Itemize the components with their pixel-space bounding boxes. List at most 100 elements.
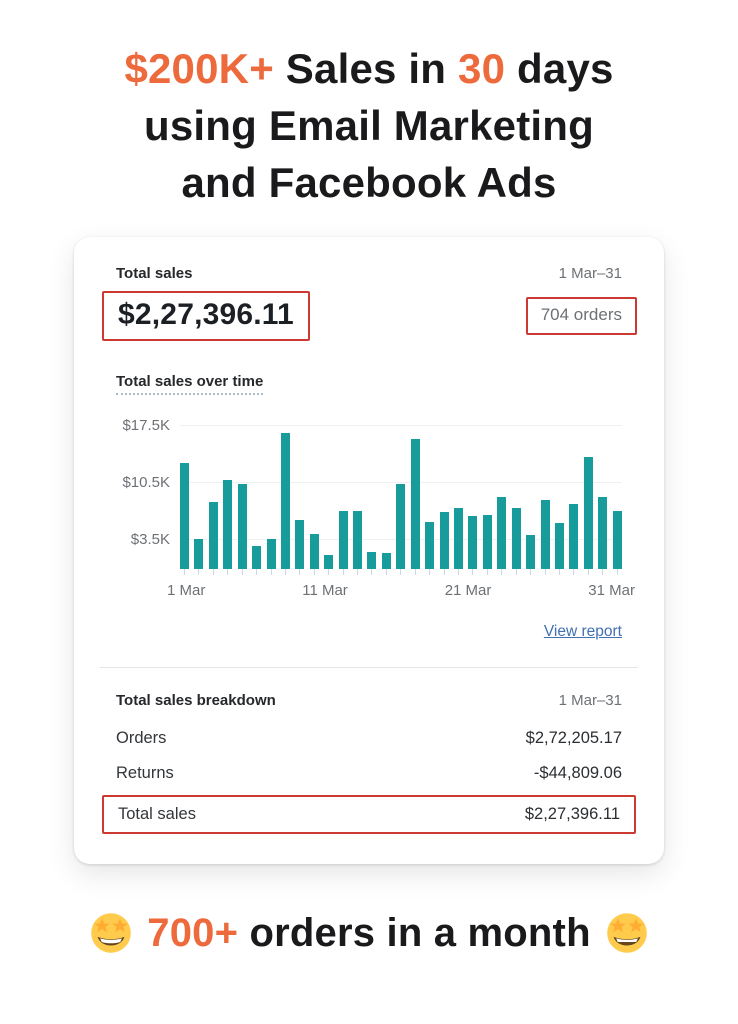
footer-orders-count: 700+ bbox=[147, 910, 239, 955]
sales-bar bbox=[540, 500, 550, 569]
sales-bar bbox=[497, 496, 507, 569]
star-struck-emoji bbox=[606, 913, 647, 953]
headline-line-2: using Email Marketing bbox=[144, 102, 594, 149]
metric-value-highlight-box: $2,27,396.11 bbox=[102, 291, 310, 341]
sales-bar bbox=[526, 535, 536, 569]
axis-tick bbox=[512, 569, 521, 575]
sales-bar bbox=[482, 514, 492, 569]
axis-tick bbox=[526, 569, 535, 575]
axis-tick bbox=[396, 569, 405, 575]
axis-tick bbox=[541, 569, 550, 575]
axis-tick bbox=[353, 569, 362, 575]
axis-tick bbox=[425, 569, 434, 575]
chart-y-axis: $17.5K $10.5K $3.5K bbox=[116, 416, 180, 569]
axis-tick bbox=[483, 569, 492, 575]
sales-bar bbox=[381, 552, 391, 569]
orders-highlight-box: 704 orders bbox=[525, 297, 637, 335]
axis-tick bbox=[382, 569, 391, 575]
axis-tick bbox=[281, 569, 290, 575]
breakdown-table: Orders $2,72,205.17 Returns -$44,809.06 Tota… bbox=[102, 721, 636, 834]
sales-bar bbox=[583, 456, 593, 569]
x-axis-tick-label: 21 Mar bbox=[444, 582, 492, 599]
breakdown-row: Orders $2,72,205.17 bbox=[102, 721, 636, 756]
sales-bar bbox=[252, 546, 262, 569]
axis-tick bbox=[339, 569, 348, 575]
x-axis-tick-label: 31 Mar bbox=[588, 582, 635, 599]
sales-bar bbox=[439, 511, 449, 569]
row-label: Total sales bbox=[118, 805, 196, 823]
total-sales-value: $2,27,396.11 bbox=[118, 298, 294, 331]
breakdown-row: Returns -$44,809.06 bbox=[102, 756, 636, 791]
sales-bar bbox=[208, 501, 218, 569]
axis-tick bbox=[468, 569, 477, 575]
axis-tick bbox=[252, 569, 261, 575]
metric-row: $2,27,396.11 704 orders bbox=[102, 291, 637, 341]
axis-tick bbox=[324, 569, 333, 575]
axis-tick bbox=[223, 569, 232, 575]
axis-tick bbox=[267, 569, 276, 575]
view-report-row: View report bbox=[116, 623, 622, 641]
orders-count: 704 orders bbox=[540, 305, 622, 324]
sales-bar bbox=[569, 504, 579, 569]
axis-tick bbox=[613, 569, 622, 575]
gridline bbox=[180, 481, 622, 483]
axis-tick bbox=[209, 569, 218, 575]
bars-container bbox=[180, 419, 622, 569]
sales-bar bbox=[554, 523, 564, 569]
x-axis-tick-label: 1 Mar bbox=[167, 582, 206, 599]
bar-plot bbox=[180, 419, 622, 569]
sales-bar bbox=[454, 507, 464, 569]
row-label: Orders bbox=[116, 729, 167, 747]
sales-bar bbox=[598, 496, 608, 569]
axis-tick bbox=[295, 569, 304, 575]
axis-tick bbox=[411, 569, 420, 575]
axis-tick bbox=[555, 569, 564, 575]
sales-bar bbox=[353, 510, 363, 569]
headline-accent-sales: $200K+ bbox=[124, 45, 274, 92]
row-value: $2,72,205.17 bbox=[525, 729, 622, 747]
breakdown-header-row: Total sales breakdown 1 Mar–31 bbox=[116, 692, 622, 709]
sales-bar bbox=[280, 432, 290, 569]
y-axis-tick-label: $17.5K bbox=[122, 416, 170, 434]
axis-tick bbox=[194, 569, 203, 575]
axis-tick bbox=[367, 569, 376, 575]
sales-bar bbox=[237, 483, 247, 569]
y-axis-tick-label: $10.5K bbox=[122, 473, 170, 491]
y-axis-tick-label: $3.5K bbox=[130, 531, 170, 549]
sales-report-card: Total sales 1 Mar–31 $2,27,396.11 704 or… bbox=[74, 237, 664, 864]
footer-tagline: 700+ orders in a month bbox=[0, 910, 738, 956]
sales-bar bbox=[396, 483, 406, 569]
chart-x-ticks bbox=[180, 569, 622, 575]
axis-tick bbox=[180, 569, 189, 575]
axis-tick bbox=[238, 569, 247, 575]
axis-tick bbox=[584, 569, 593, 575]
sales-bar bbox=[367, 551, 377, 569]
headline-accent-days: 30 bbox=[458, 45, 506, 92]
axis-tick bbox=[310, 569, 319, 575]
breakdown-date-range: 1 Mar–31 bbox=[558, 692, 622, 709]
row-value: -$44,809.06 bbox=[533, 764, 622, 782]
sales-bar bbox=[324, 555, 334, 569]
sales-bar bbox=[295, 519, 305, 569]
row-label: Returns bbox=[116, 764, 174, 782]
star-struck-emoji bbox=[91, 913, 132, 953]
axis-tick bbox=[569, 569, 578, 575]
view-report-link[interactable]: View report bbox=[543, 623, 622, 640]
sales-bar bbox=[309, 533, 319, 569]
sales-bar bbox=[223, 479, 233, 569]
footer-text: 700+ orders in a month bbox=[147, 910, 591, 955]
sales-bar bbox=[266, 539, 276, 569]
card-header-row: Total sales 1 Mar–31 bbox=[116, 265, 622, 282]
axis-tick bbox=[598, 569, 607, 575]
sales-bar bbox=[338, 510, 348, 569]
headline-line-3: and Facebook Ads bbox=[181, 159, 557, 206]
headline: $200K+ Sales in 30 days using Email Mark… bbox=[0, 0, 738, 211]
chart-x-axis-labels: 1 Mar 11 Mar 21 Mar 31 Mar bbox=[167, 582, 635, 599]
sales-bar bbox=[180, 463, 189, 569]
sales-bar bbox=[511, 508, 521, 569]
axis-tick bbox=[454, 569, 463, 575]
axis-tick bbox=[497, 569, 506, 575]
card-divider bbox=[100, 667, 638, 668]
breakdown-title: Total sales breakdown bbox=[116, 692, 276, 709]
sales-bar bbox=[425, 522, 435, 569]
